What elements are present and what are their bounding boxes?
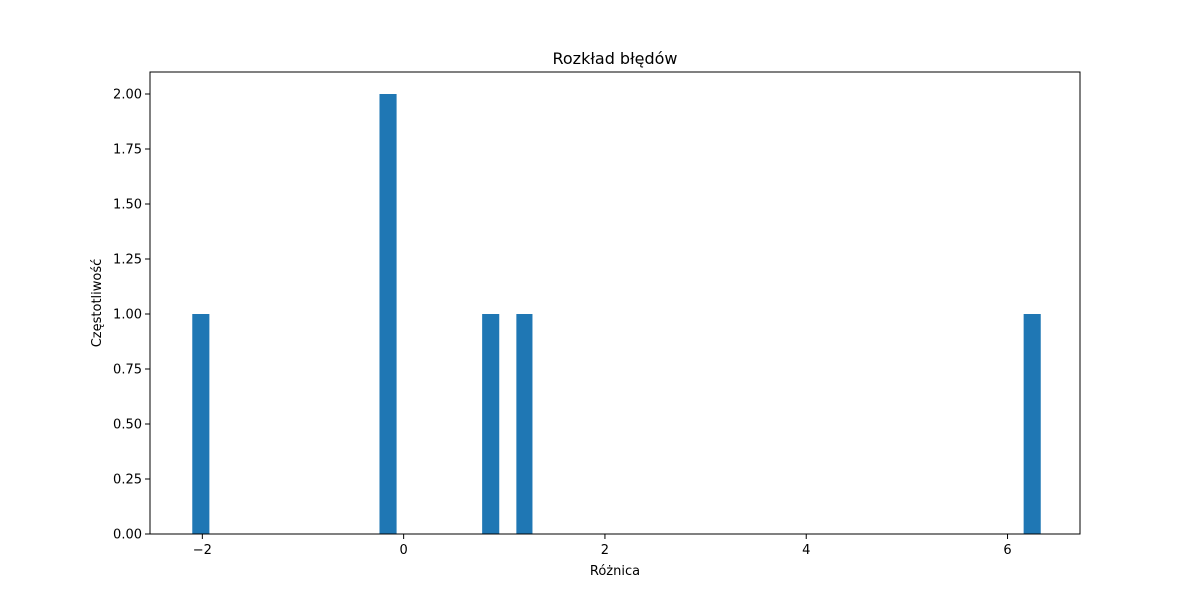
y-tick-label-0: 0.00 (113, 528, 142, 543)
x-tick-label-4: 6 (1003, 543, 1011, 558)
y-tick-label-7: 1.75 (113, 143, 142, 158)
y-tick-label-3: 0.75 (113, 363, 142, 378)
y-axis-label: Częstotliwość (90, 259, 105, 348)
bars-layer (192, 94, 1041, 534)
x-tick-label-2: 2 (601, 543, 609, 558)
x-tick-label-1: 0 (399, 543, 407, 558)
y-tick-label-1: 0.25 (113, 473, 142, 488)
y-tick-label-8: 2.00 (113, 88, 142, 103)
histogram-bar-1 (379, 94, 397, 534)
y-tick-label-4: 1.00 (113, 308, 142, 323)
histogram-bar-4 (1023, 314, 1041, 534)
chart-title: Rozkład błędów (552, 49, 677, 68)
x-tick-label-3: 4 (802, 543, 810, 558)
x-tick-label-0: −2 (193, 543, 212, 558)
plot-frame (149, 71, 1081, 535)
x-axis-ticks: −2 0 2 4 6 (193, 534, 1012, 558)
y-tick-label-5: 1.25 (113, 253, 142, 268)
histogram-bar-2 (482, 314, 500, 534)
histogram-bar-3 (516, 314, 533, 534)
y-tick-label-6: 1.50 (113, 198, 142, 213)
y-tick-label-2: 0.50 (113, 418, 142, 433)
y-axis-ticks: 0.00 0.25 0.50 0.75 1.00 1.25 1.50 1.75 2.00 (113, 88, 150, 543)
x-axis-label: Różnica (590, 564, 640, 579)
histogram-bar-0 (192, 314, 210, 534)
